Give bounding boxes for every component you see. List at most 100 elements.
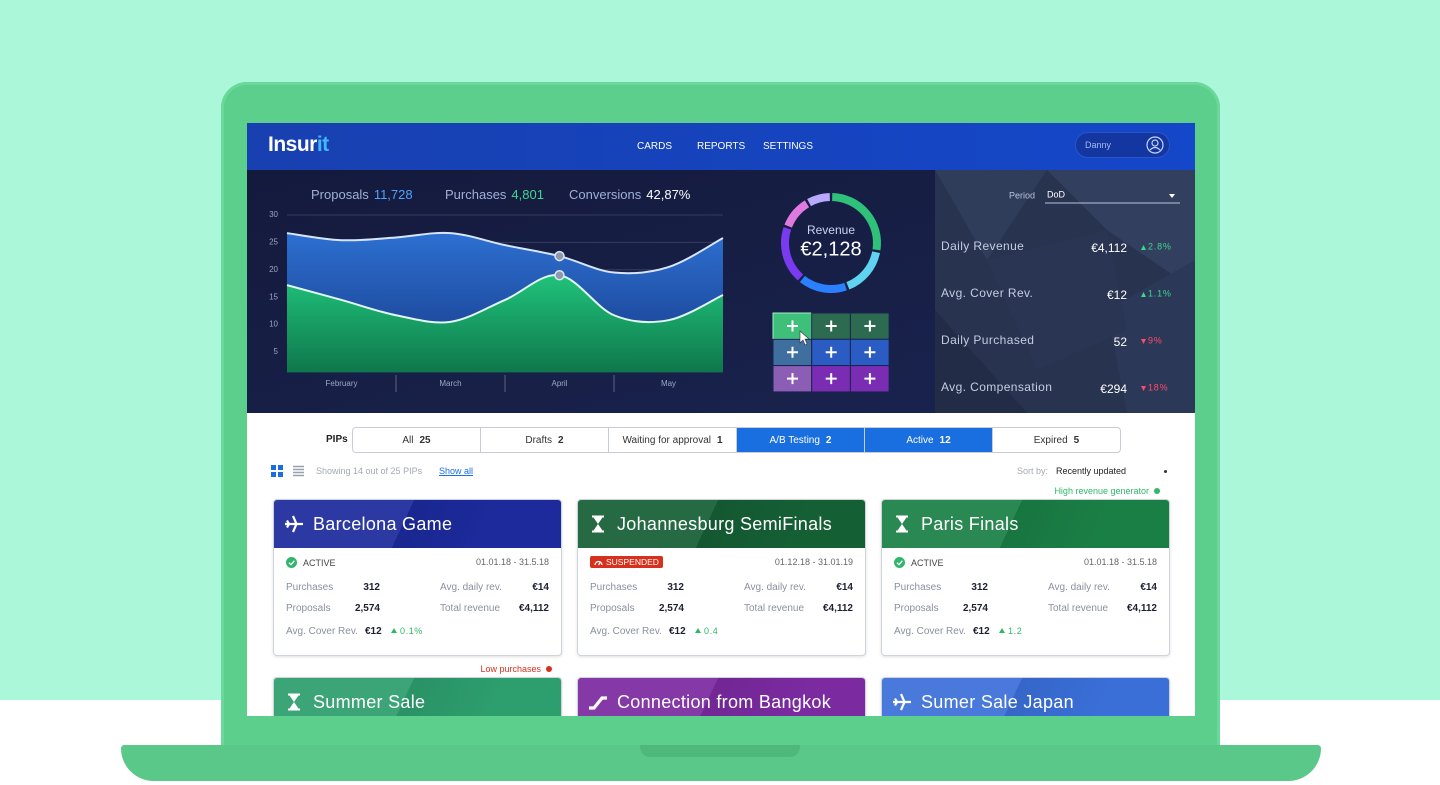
metric-change: 18% xyxy=(1148,382,1168,392)
metric-trend xyxy=(1141,339,1146,344)
field-label: Purchases xyxy=(894,582,942,593)
listing-summary: Showing 14 out of 25 PIPs xyxy=(316,466,423,476)
metric-change: 1.1% xyxy=(1148,288,1172,298)
pip-card[interactable]: Johannesburg SemiFinals SUSPENDED 01.12.18… xyxy=(577,499,866,656)
tab-count: 2 xyxy=(558,434,564,446)
tab-label: Drafts xyxy=(525,434,553,446)
card-dates: 01.01.18 - 31.5.18 xyxy=(475,557,549,567)
logo-accent: it xyxy=(316,133,329,156)
status: ACTIVE xyxy=(286,557,336,568)
field-change: 0.4 xyxy=(695,626,718,636)
nav-item[interactable]: REPORTS xyxy=(697,141,746,152)
pip-card[interactable]: Sumer Sale Japan xyxy=(881,677,1170,716)
user-menu[interactable]: Danny xyxy=(1075,132,1170,158)
trend-up xyxy=(999,628,1005,633)
filter-tab[interactable]: All 25 xyxy=(353,428,481,452)
filter-tab[interactable]: A/B Testing 2 xyxy=(737,428,865,452)
filter-icon xyxy=(787,320,798,332)
card-icon xyxy=(589,696,607,710)
field-value: 2,574 xyxy=(962,603,988,614)
status: ACTIVE xyxy=(894,557,944,568)
card-header: Paris Finals xyxy=(882,500,1169,548)
period-value[interactable]: DoD xyxy=(1047,189,1066,199)
tab-label: Expired xyxy=(1033,434,1068,446)
field-value: 2,574 xyxy=(354,603,380,614)
pip-card[interactable]: Connection from Bangkok xyxy=(577,677,866,716)
sort-caret xyxy=(1164,470,1167,473)
field-value: €4,112 xyxy=(822,603,853,614)
laptop-notch xyxy=(640,745,800,757)
field-value: €4,112 xyxy=(1126,603,1157,614)
status-icon xyxy=(594,560,603,565)
field-change: 1.2 xyxy=(999,626,1022,636)
series-line xyxy=(286,274,724,324)
filter-icon xyxy=(864,320,876,332)
filter-tabs: All 25 Drafts 2 Waiting for approval 1 A/B Tes… xyxy=(352,427,1121,453)
field-label: Avg. daily rev. xyxy=(744,582,806,593)
card-header: Barcelona Game xyxy=(274,500,561,548)
pip-card[interactable]: Barcelona Game ACTIVE 01.01.18 - 31.5.18 Pu… xyxy=(273,499,562,656)
metric-label: Daily Revenue xyxy=(941,239,1024,253)
change-text: 1.2 xyxy=(1008,626,1023,636)
facet xyxy=(935,170,1047,260)
sort-value[interactable]: Recently updated xyxy=(1056,466,1127,476)
tab-label: Waiting for approval xyxy=(622,434,711,446)
filter-icon xyxy=(864,346,876,358)
facet xyxy=(935,310,1027,413)
card-icon xyxy=(288,693,300,711)
field-value: 312 xyxy=(363,582,380,593)
field-label: Total revenue xyxy=(744,603,805,614)
tab-count: 12 xyxy=(939,434,951,446)
filter-icon xyxy=(787,373,798,385)
view-toggle[interactable] xyxy=(271,465,307,478)
tab-count: 25 xyxy=(419,434,431,446)
flag-dot xyxy=(1154,488,1160,494)
field-value: 2,574 xyxy=(658,603,684,614)
stat-label: Conversions xyxy=(569,187,642,202)
field-label: Avg. daily rev. xyxy=(1048,582,1110,593)
metric-label: Avg. Compensation xyxy=(941,380,1052,394)
nav-item[interactable]: SETTINGS xyxy=(763,141,814,152)
highlight-point xyxy=(554,270,565,281)
x-tick-label: April xyxy=(551,379,567,388)
card-title: Summer Sale xyxy=(313,692,426,712)
user-name: Danny xyxy=(1085,140,1112,150)
card-header: Sumer Sale Japan xyxy=(882,678,1169,716)
status-icon xyxy=(286,557,297,568)
stat-label: Proposals xyxy=(311,187,369,202)
filter-tab[interactable]: Waiting for approval 1 xyxy=(609,428,737,452)
x-tick-label: February xyxy=(325,379,357,388)
y-tick-label: 15 xyxy=(269,292,278,301)
facet xyxy=(1107,260,1195,413)
show-all-link[interactable]: Show all xyxy=(439,466,474,476)
filter-tab[interactable]: Drafts 2 xyxy=(481,428,609,452)
period-caret xyxy=(1169,194,1175,198)
field-value: 312 xyxy=(971,582,988,593)
facet xyxy=(1047,170,1195,290)
status-text: SUSPENDED xyxy=(606,557,659,567)
card-header: Johannesburg SemiFinals xyxy=(578,500,865,548)
pip-card[interactable]: Paris Finals ACTIVE 01.01.18 - 31.5.18 Purc… xyxy=(881,499,1170,656)
filter-icon xyxy=(864,373,876,385)
status: SUSPENDED xyxy=(590,556,663,568)
user-icon xyxy=(1146,136,1164,154)
facet xyxy=(987,230,1127,370)
y-tick-label: 10 xyxy=(269,320,278,329)
filter-label: PIPs xyxy=(326,434,348,445)
filter-tab[interactable]: Expired 5 xyxy=(993,428,1120,452)
metric-change: 2.8% xyxy=(1148,241,1172,251)
card-title: Sumer Sale Japan xyxy=(921,692,1074,712)
nav-item[interactable]: CARDS xyxy=(637,141,673,152)
card-icon xyxy=(285,515,303,533)
filter-tab[interactable]: Active 12 xyxy=(865,428,993,452)
donut-segment xyxy=(784,200,810,228)
field-value: €14 xyxy=(836,582,853,593)
metric-label: Daily Purchased xyxy=(941,333,1034,347)
pip-card[interactable]: Summer Sale xyxy=(273,677,562,716)
field-label: Proposals xyxy=(590,603,635,614)
tab-label: Active xyxy=(906,434,934,446)
card-flag: High revenue generator xyxy=(1054,486,1160,496)
stat: Conversions 42,87% xyxy=(569,187,691,202)
tab-count: 1 xyxy=(717,434,723,446)
